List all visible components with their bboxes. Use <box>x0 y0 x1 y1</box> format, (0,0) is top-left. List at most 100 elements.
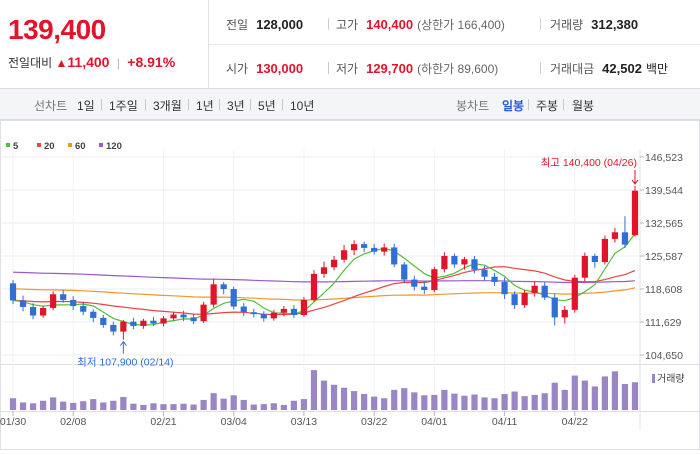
stat-open: 시가 130,000 <box>226 60 303 77</box>
moving-averages <box>12 233 636 326</box>
stat-value: 42,502 <box>602 61 642 76</box>
volume-bar <box>401 388 408 410</box>
stat-divider <box>540 62 541 74</box>
tab-daily[interactable]: 일봉 <box>502 99 525 113</box>
candle-body <box>611 232 619 239</box>
volume-bar <box>461 395 468 410</box>
y-tick-label: 146,523 <box>645 152 683 164</box>
candle-chart-category: 봉차트 <box>456 99 490 113</box>
x-tick-label: 04/22 <box>562 416 588 428</box>
candle-body <box>421 286 428 290</box>
volume-bar <box>371 396 378 410</box>
volume-bar <box>451 393 458 410</box>
volume-bar <box>50 397 57 410</box>
volume-label: 거래량 <box>657 373 685 385</box>
volume-bar <box>100 402 107 410</box>
candle-body <box>130 321 137 326</box>
tab-3y[interactable]: 3년 <box>227 99 245 113</box>
stat-divider <box>328 18 329 30</box>
stat-value: 140,400 <box>366 17 414 32</box>
ma5-line <box>12 233 636 326</box>
change-percent: +8.91% <box>127 54 176 70</box>
legend-swatch <box>6 143 10 147</box>
candle-body <box>310 273 318 300</box>
candle-body <box>240 306 247 313</box>
volume-bar <box>140 404 147 410</box>
volume-bar <box>541 393 548 410</box>
up-triangle-icon: ▲ <box>55 56 68 70</box>
quote-header: 139,400 전일대비 ▲11,400 | +8.91% 전일 128,000 … <box>0 0 700 89</box>
legend-label: 60 <box>75 141 86 152</box>
volume-bar <box>9 398 17 410</box>
x-tick-label: 03/22 <box>361 416 387 428</box>
tab-1y[interactable]: 1년 <box>196 99 214 113</box>
candle-body <box>250 312 257 315</box>
stat-label: 거래대금 <box>550 62 595 76</box>
candle-body <box>511 294 518 306</box>
candle-body <box>210 284 217 305</box>
volume-bar <box>481 397 488 410</box>
candle-body <box>120 321 127 332</box>
candle-body <box>481 269 488 277</box>
low-annotation: 최저 107,900 (02/14) <box>77 357 173 369</box>
x-tick-label: 01/30 <box>0 416 26 428</box>
candle-body <box>110 324 117 332</box>
candle-body <box>200 304 207 322</box>
volume-bar <box>280 404 287 410</box>
high-annotation: 최고 140,400 (04/26) <box>541 157 637 169</box>
volume-bar <box>330 384 338 410</box>
stat-volume: 거래량 312,380 <box>550 16 638 33</box>
volume-bar <box>501 394 508 410</box>
tab-10y[interactable]: 10년 <box>290 99 315 113</box>
tab-divider <box>145 99 146 110</box>
candle-body <box>230 289 237 307</box>
volume-bar <box>150 403 157 410</box>
stat-sub: (하한가 89,600) <box>417 62 499 76</box>
candle-body <box>601 238 608 263</box>
volume-bar <box>601 376 608 410</box>
volume-bar <box>561 389 568 410</box>
tab-divider <box>219 99 220 110</box>
volume-bar <box>531 394 538 410</box>
candle-body <box>531 285 538 293</box>
change-divider: | <box>116 56 120 70</box>
tab-1d[interactable]: 1일 <box>77 99 95 113</box>
tab-3m[interactable]: 3개월 <box>153 99 182 113</box>
tab-5y[interactable]: 5년 <box>258 99 276 113</box>
y-tick-label: 132,565 <box>645 218 683 230</box>
candle-body <box>571 277 578 310</box>
tab-divider <box>282 99 283 110</box>
candle-body <box>621 232 629 245</box>
header-row-divider <box>208 44 700 45</box>
tab-weekly[interactable]: 주봉 <box>536 99 559 113</box>
volume-bar <box>441 389 448 410</box>
candle-body <box>491 276 498 282</box>
stat-value: 128,000 <box>256 17 304 32</box>
x-axis: 01/30 02/08 02/21 03/04 03/13 03/22 04/01 04/11… <box>0 411 588 428</box>
stat-divider <box>540 18 541 30</box>
stat-high: 고가 140,400 (상한가 166,400) <box>336 16 505 33</box>
legend-label: 5 <box>13 141 19 152</box>
x-tick-label: 02/21 <box>150 416 176 428</box>
candle-body <box>441 255 448 270</box>
chart-svg: 5 20 60 120 146,523 139,544 132,565 125,587 118… <box>0 120 700 450</box>
candle-body <box>320 267 328 274</box>
stat-prev-close: 전일 128,000 <box>226 16 303 33</box>
tab-divider <box>528 99 529 110</box>
price-change: 전일대비 ▲11,400 | +8.91% <box>8 54 175 71</box>
stat-trade-value: 거래대금 42,502 백만 <box>550 60 668 77</box>
candle-body <box>411 279 418 287</box>
tab-1w[interactable]: 1주일 <box>109 99 138 113</box>
volume-bar <box>60 401 67 410</box>
y-axis: 146,523 139,544 132,565 125,587 118,608 111,6… <box>640 152 683 362</box>
candle-body <box>50 294 57 308</box>
y-tick-label: 104,650 <box>645 350 683 362</box>
candle-body <box>270 312 277 319</box>
y-tick-label: 139,544 <box>645 185 683 197</box>
stat-value: 129,700 <box>366 61 414 76</box>
change-value: 11,400 <box>67 54 110 70</box>
candle-body <box>340 250 348 260</box>
candle-body <box>9 283 17 301</box>
tab-monthly[interactable]: 월봉 <box>572 99 595 113</box>
legend-label: 120 <box>106 141 122 152</box>
